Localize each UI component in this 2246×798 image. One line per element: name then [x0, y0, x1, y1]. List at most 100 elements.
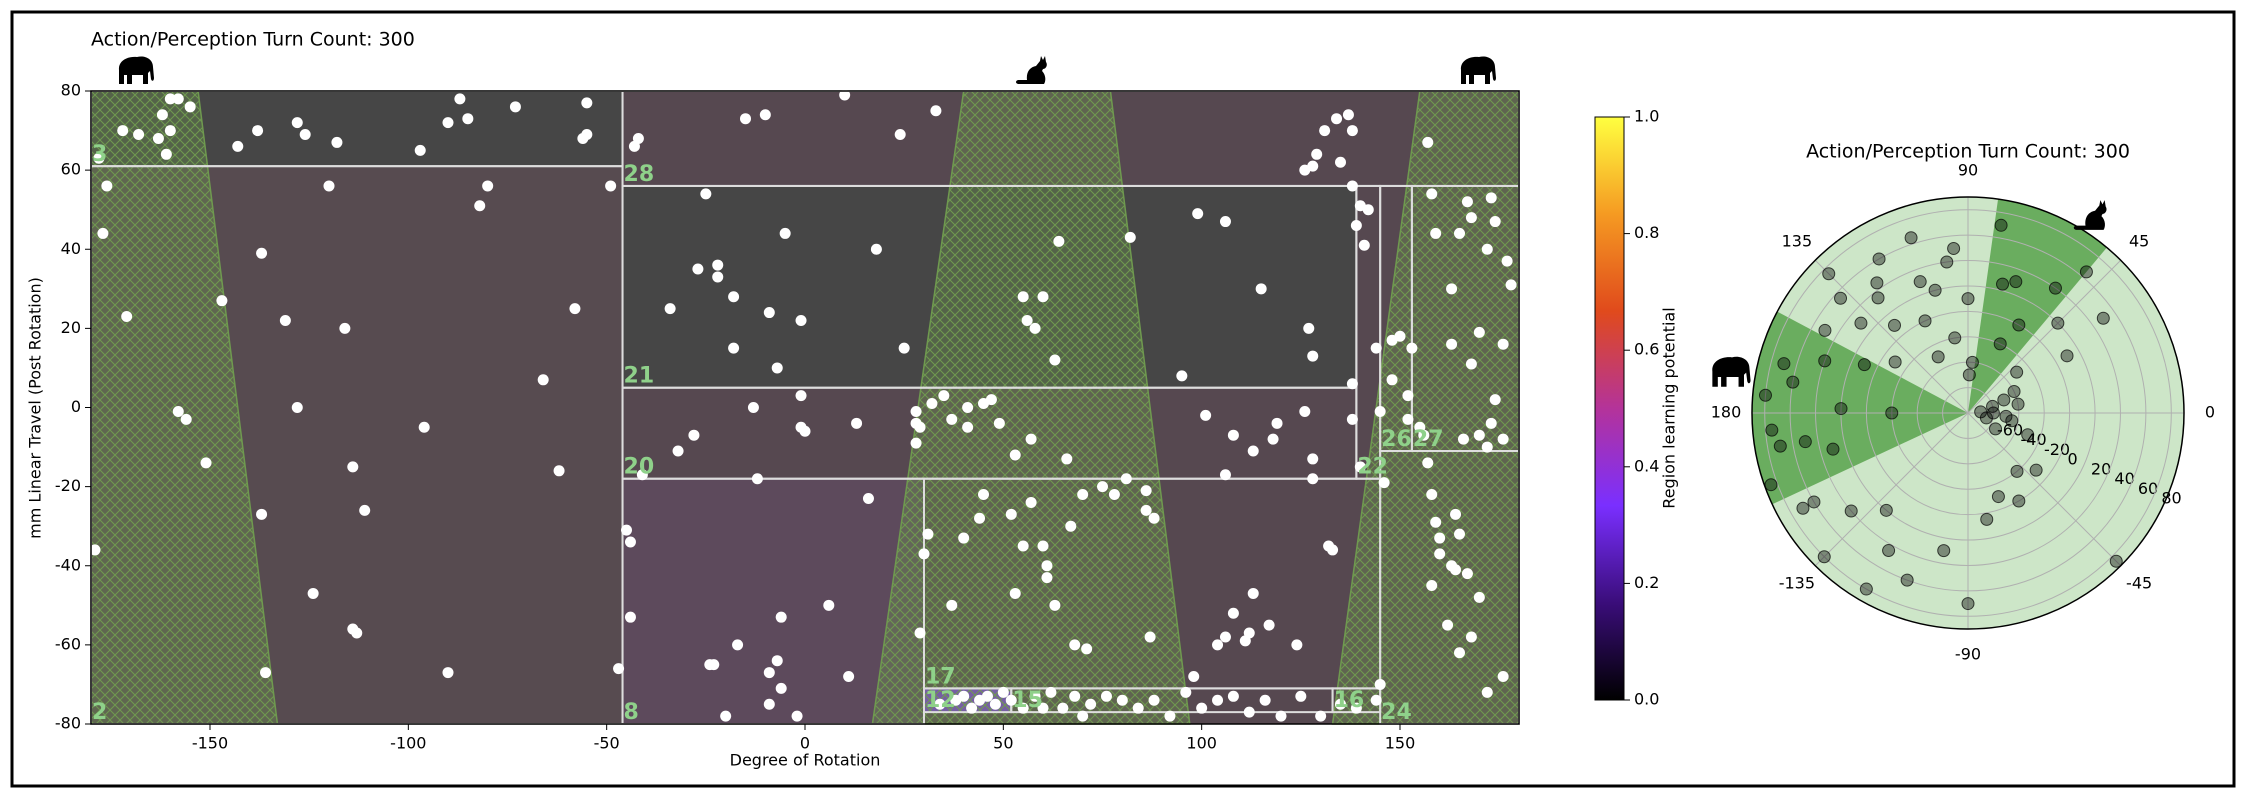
y-tick-label: -40 — [55, 555, 81, 574]
point — [291, 117, 303, 129]
point — [351, 627, 363, 639]
point — [1465, 631, 1477, 643]
polar-point — [1822, 267, 1836, 281]
polar-point — [1900, 573, 1914, 587]
point — [462, 113, 474, 125]
cat-icon — [1016, 56, 1047, 84]
point — [1307, 350, 1319, 362]
point — [851, 417, 863, 429]
point — [763, 698, 775, 710]
polar-point — [1773, 439, 1787, 453]
polar-point — [2060, 349, 2074, 363]
y-tick-label: 80 — [61, 81, 81, 100]
polar-spoke — [1814, 412, 1969, 567]
region — [1356, 185, 1381, 479]
x-tick-label: 150 — [1385, 734, 1416, 753]
point — [1025, 496, 1037, 508]
point — [1140, 485, 1152, 497]
polar-point — [2011, 397, 2025, 411]
point — [1053, 235, 1065, 247]
point — [474, 200, 486, 212]
point — [1505, 279, 1517, 291]
point — [1457, 433, 1469, 445]
point — [1489, 216, 1501, 228]
point — [624, 536, 636, 548]
point — [1108, 489, 1120, 501]
polar-point — [1931, 350, 1945, 364]
point — [1116, 694, 1128, 706]
point — [759, 109, 771, 121]
point — [1374, 678, 1386, 690]
action-zone-hatch — [872, 91, 1190, 724]
point — [1045, 686, 1057, 698]
polar-point — [1786, 375, 1800, 389]
point — [934, 698, 946, 710]
point — [1029, 690, 1041, 702]
point — [1335, 156, 1346, 168]
point — [799, 425, 811, 437]
point — [1335, 698, 1346, 710]
polar-frame — [1751, 196, 2185, 630]
point — [1370, 342, 1382, 354]
point — [1219, 631, 1231, 643]
point — [1227, 429, 1239, 441]
colorbar-tick-label: 0.2 — [1634, 573, 1659, 592]
point — [732, 639, 744, 651]
point — [751, 473, 763, 485]
region-label: 21 — [624, 364, 655, 389]
point — [200, 457, 212, 469]
point — [1323, 540, 1335, 552]
polar-point — [1844, 504, 1858, 518]
point — [672, 445, 684, 457]
y-tick-label: 20 — [61, 318, 81, 337]
point — [958, 532, 970, 544]
point — [180, 413, 192, 425]
x-tick-label: 50 — [993, 734, 1013, 753]
point — [454, 93, 466, 105]
point — [839, 89, 851, 101]
y-tick-label: 0 — [71, 397, 81, 416]
polar-point — [2012, 318, 2026, 332]
point — [795, 390, 807, 402]
polar-point — [2048, 281, 2062, 295]
point — [553, 465, 565, 477]
r-tick-label: 60 — [2138, 479, 2158, 498]
colorbar-tick-label: 0.0 — [1634, 690, 1659, 709]
point — [1489, 394, 1501, 406]
point — [537, 374, 549, 386]
point — [962, 421, 974, 433]
point — [1120, 473, 1132, 485]
point — [712, 271, 724, 283]
point — [1465, 358, 1477, 370]
point — [1394, 330, 1406, 342]
point — [1021, 314, 1033, 326]
polar-point — [1940, 255, 1954, 269]
point — [172, 93, 184, 105]
point — [843, 671, 855, 683]
point — [1461, 196, 1473, 208]
point — [1485, 417, 1497, 429]
polar-point — [1798, 435, 1812, 449]
point — [1192, 208, 1204, 220]
point — [1069, 639, 1081, 651]
polar-point — [2007, 385, 2021, 399]
point — [1180, 686, 1192, 698]
polar-point — [1961, 597, 1975, 611]
point — [1402, 390, 1414, 402]
point — [1037, 540, 1049, 552]
polar-point — [1904, 231, 1918, 245]
point — [978, 489, 989, 501]
point — [133, 129, 145, 141]
point — [1100, 690, 1112, 702]
point — [93, 152, 105, 164]
point — [1430, 227, 1442, 239]
point — [775, 611, 787, 623]
polar-point — [1887, 318, 1901, 332]
point — [1299, 405, 1311, 417]
region-label: 2 — [92, 700, 107, 725]
polar-point — [2096, 311, 2110, 325]
point — [1497, 338, 1509, 350]
point — [1454, 647, 1465, 659]
